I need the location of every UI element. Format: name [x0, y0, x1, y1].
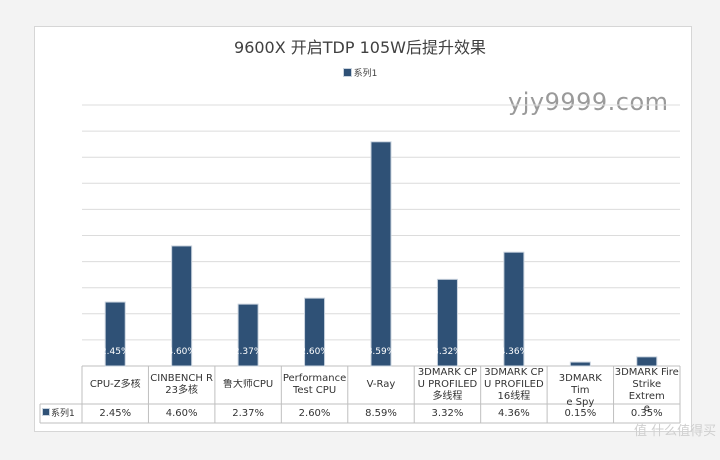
- bar: [104, 301, 126, 367]
- category-label: CINBENCH R 23多核: [150, 373, 213, 396]
- bar: [569, 361, 591, 367]
- category-label: 3DMARK CP U PROFILED 多线程: [417, 367, 478, 402]
- bar: [503, 251, 525, 367]
- bar-data-label: 2.45%: [100, 347, 130, 357]
- chart-title: 9600X 开启TDP 105W后提升效果: [234, 38, 486, 57]
- bar: [370, 141, 392, 367]
- table-series-name: 系列1: [51, 409, 75, 419]
- legend-swatch: [342, 68, 352, 77]
- table-cell-value: 0.35%: [630, 408, 663, 419]
- bar: [436, 278, 458, 367]
- category-label: 3DMARK Tim e Spy: [558, 373, 602, 408]
- category-label: V-Ray: [366, 379, 396, 390]
- legend-label: 系列1: [353, 69, 378, 79]
- bar-data-label: 3.32%: [433, 347, 462, 357]
- category-label: 3DMARK CP U PROFILED 16线程: [484, 367, 544, 402]
- bar-data-label: 0.35%: [632, 347, 662, 357]
- category-label: Performance Test CPU: [282, 373, 347, 396]
- table-cell-value: 3.32%: [431, 408, 464, 419]
- table-cell-value: 2.37%: [232, 408, 264, 419]
- table-cell-value: 2.60%: [298, 408, 331, 419]
- watermark-text: yjy9999.com: [508, 88, 669, 116]
- bar-data-label: 8.59%: [366, 347, 396, 357]
- bar: [304, 297, 326, 367]
- category-label: 鲁大师CPU: [222, 379, 274, 390]
- bar-data-label: 2.60%: [300, 347, 329, 357]
- bar-data-label: 2.37%: [233, 347, 263, 357]
- table-cell-value: 2.45%: [99, 408, 132, 419]
- table-row-header: 系列1: [42, 405, 82, 423]
- table-cell-value: 4.60%: [165, 408, 198, 419]
- bar: [636, 356, 658, 367]
- bar-data-label: 4.60%: [167, 347, 196, 357]
- table-cell-value: 0.15%: [564, 408, 597, 419]
- bar: [237, 303, 259, 367]
- bar-data-label: 0.15%: [566, 347, 595, 357]
- corner-watermark: 值 什么值得买: [634, 424, 717, 439]
- table-cell-value: 4.36%: [497, 408, 530, 419]
- category-label: CPU-Z多核: [89, 379, 141, 390]
- table-legend-swatch: [42, 408, 50, 416]
- legend: 系列1: [0, 66, 720, 79]
- bar: [171, 245, 193, 367]
- bar-data-label: 4.36%: [499, 347, 529, 357]
- category-label: 3DMARK Fire Strike Extrem e: [614, 367, 679, 414]
- table-cell-value: 8.59%: [365, 408, 397, 419]
